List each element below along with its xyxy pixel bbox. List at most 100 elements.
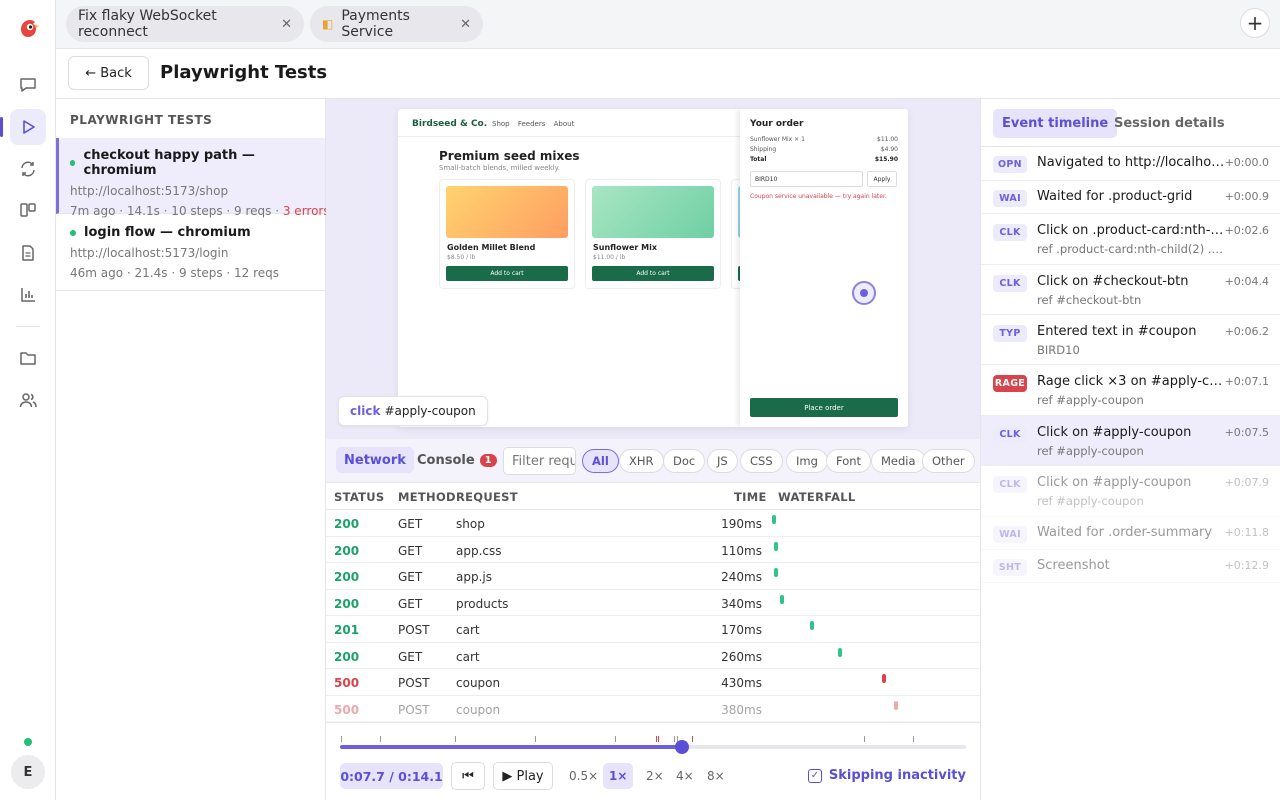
event-timestamp: +0:00.9 bbox=[1224, 190, 1269, 203]
product-name: Golden Millet Blend bbox=[447, 243, 536, 252]
add-to-cart-button: Add to cart bbox=[446, 266, 568, 281]
new-tab-button[interactable]: + bbox=[1240, 8, 1270, 38]
rail-divider bbox=[16, 326, 40, 327]
network-filter-input[interactable] bbox=[503, 447, 576, 475]
event-type-badge: WAI bbox=[993, 190, 1027, 207]
test-item[interactable]: login flow — chromium http://localhost:5… bbox=[56, 215, 325, 291]
network-row[interactable]: 500 POST coupon 380ms bbox=[326, 696, 980, 722]
network-row[interactable]: 200 GET app.css 110ms bbox=[326, 537, 980, 563]
filter-xhr[interactable]: XHR bbox=[619, 449, 664, 473]
event-title: Click on #apply-coupon bbox=[1037, 425, 1192, 440]
event-item[interactable]: CLK Click on #apply-coupon ref #apply-coup… bbox=[981, 416, 1280, 466]
timecode-readout: 0:07.7 / 0:14.1 bbox=[340, 763, 443, 789]
column-status: STATUS bbox=[334, 490, 385, 504]
back-button[interactable]: ← Back bbox=[68, 56, 149, 90]
status-dot bbox=[70, 229, 76, 236]
product-price: $8.50 / lb bbox=[447, 254, 476, 261]
coupon-error: Coupon service unavailable — try again l… bbox=[750, 193, 887, 200]
speed-option[interactable]: 1× bbox=[603, 763, 634, 789]
current-action-chip: click #apply-coupon bbox=[338, 396, 488, 426]
network-row[interactable]: 200 GET cart 260ms bbox=[326, 643, 980, 669]
filter-img[interactable]: Img bbox=[786, 449, 828, 473]
replay-nav-button[interactable] bbox=[0, 109, 46, 145]
request-method: POST bbox=[398, 623, 430, 637]
filter-js[interactable]: JS bbox=[707, 449, 738, 473]
board-nav-button[interactable] bbox=[10, 192, 46, 228]
event-detail: ref #checkout-btn bbox=[1037, 293, 1142, 307]
tab-payments-service[interactable]: ◧ Payments Service ✕ bbox=[310, 6, 483, 42]
tab-event-timeline[interactable]: Event timeline bbox=[993, 109, 1118, 138]
network-panel: Network Console 1 All XHR Doc JS CSS Img… bbox=[326, 439, 980, 722]
analytics-nav-button[interactable] bbox=[10, 277, 46, 313]
product-image bbox=[592, 186, 714, 238]
files-nav-button[interactable] bbox=[10, 340, 46, 376]
filter-all[interactable]: All bbox=[582, 449, 619, 473]
event-type-badge: CLK bbox=[993, 224, 1027, 241]
filter-other[interactable]: Other bbox=[922, 449, 975, 473]
column-method: METHOD bbox=[398, 490, 456, 504]
order-line-label: Shipping bbox=[750, 146, 777, 153]
filter-css[interactable]: CSS bbox=[740, 449, 783, 473]
sync-nav-button[interactable] bbox=[10, 151, 46, 187]
order-total: Total $15.90 bbox=[750, 156, 898, 163]
skip-inactivity-toggle[interactable]: ✓ Skipping inactivity bbox=[807, 768, 966, 783]
event-title: Rage click ×3 on #apply-coupon bbox=[1037, 374, 1225, 389]
timeline-scrubber[interactable] bbox=[340, 736, 966, 754]
product-image bbox=[446, 186, 568, 238]
click-cursor-indicator bbox=[852, 281, 876, 305]
event-timestamp: +0:00.0 bbox=[1224, 156, 1269, 169]
event-item[interactable]: CLK Click on #apply-coupon ref #apply-coup… bbox=[981, 466, 1280, 517]
network-row[interactable]: 200 GET app.js 240ms bbox=[326, 563, 980, 590]
test-list-panel: PLAYWRIGHT TESTS checkout happy path — c… bbox=[56, 99, 330, 800]
waterfall-bar bbox=[810, 621, 814, 630]
scrubber-handle[interactable] bbox=[674, 740, 689, 754]
order-line-label: Sunflower Mix × 1 bbox=[750, 136, 805, 143]
event-type-badge: TYP bbox=[993, 325, 1027, 342]
event-item[interactable]: SHT Screenshot +0:12.9 bbox=[981, 550, 1280, 583]
speed-option[interactable]: 8× bbox=[707, 769, 725, 783]
tab-websocket-task[interactable]: Fix flaky WebSocket reconnect ✕ bbox=[66, 6, 304, 42]
event-item[interactable]: CLK Click on .product-card:nth-child(2) .… bbox=[981, 214, 1280, 265]
speed-option[interactable]: 0.5× bbox=[569, 769, 599, 783]
docs-nav-button[interactable] bbox=[10, 235, 46, 271]
filter-font[interactable]: Font bbox=[826, 449, 872, 473]
network-row[interactable]: 200 GET shop 190ms bbox=[326, 510, 980, 537]
error-tick bbox=[658, 736, 659, 742]
user-avatar[interactable]: E bbox=[11, 755, 45, 789]
test-list-title: PLAYWRIGHT TESTS bbox=[70, 113, 213, 127]
network-row[interactable]: 201 POST cart 170ms bbox=[326, 616, 980, 643]
speed-option[interactable]: 2× bbox=[646, 769, 664, 783]
event-item[interactable]: WAI Waited for .product-grid +0:00.9 bbox=[981, 181, 1280, 214]
chat-nav-button[interactable] bbox=[10, 67, 46, 103]
playback-controls: 0:07.7 / 0:14.1 ⏮ ▶ Play 0.5× 1× 2× 4× 8× ✓ … bbox=[326, 722, 980, 800]
filter-doc[interactable]: Doc bbox=[663, 449, 706, 473]
waterfall-bar bbox=[774, 568, 779, 577]
order-summary-drawer: Your order Sunflower Mix × 1 $11.00 Shipp… bbox=[740, 109, 908, 427]
event-item[interactable]: OPN Navigated to http://localhost:5173/sh… bbox=[981, 147, 1280, 181]
tab-console[interactable]: Console 1 bbox=[409, 447, 505, 473]
event-item[interactable]: CLK Click on #checkout-btn ref #checkout-b… bbox=[981, 265, 1280, 315]
play-button[interactable]: ▶ Play bbox=[493, 762, 553, 790]
test-meta: 7m ago · 14.1s · 10 steps · 9 reqs · bbox=[70, 204, 283, 218]
filter-media[interactable]: Media bbox=[871, 449, 926, 473]
waterfall-bar bbox=[894, 700, 898, 710]
close-icon[interactable]: ✕ bbox=[281, 16, 292, 32]
network-row[interactable]: 200 GET products 340ms bbox=[326, 590, 980, 616]
event-item[interactable]: TYP Entered text in #coupon BIRD10 +0:06.2 bbox=[981, 315, 1280, 365]
request-method: POST bbox=[398, 702, 430, 717]
restart-button[interactable]: ⏮ bbox=[451, 762, 485, 790]
speed-option[interactable]: 4× bbox=[676, 769, 694, 783]
event-item[interactable]: RAGE Rage click ×3 on #apply-coupon ref #a… bbox=[981, 365, 1280, 416]
order-line-value: $15.90 bbox=[874, 156, 898, 163]
waterfall-bar bbox=[780, 594, 784, 604]
network-row[interactable]: 500 POST coupon 430ms bbox=[326, 669, 980, 696]
close-icon[interactable]: ✕ bbox=[460, 16, 471, 32]
tab-session-details[interactable]: Session details bbox=[1114, 116, 1225, 131]
event-item[interactable]: WAI Waited for .order-summary +0:11.8 bbox=[981, 517, 1280, 550]
test-item[interactable]: checkout happy path — chromium http://lo… bbox=[56, 138, 330, 218]
request-name: coupon bbox=[456, 702, 501, 717]
team-nav-button[interactable] bbox=[10, 382, 46, 418]
console-error-badge: 1 bbox=[479, 453, 497, 467]
tab-network[interactable]: Network bbox=[336, 447, 414, 473]
bar-chart-icon bbox=[21, 288, 35, 302]
